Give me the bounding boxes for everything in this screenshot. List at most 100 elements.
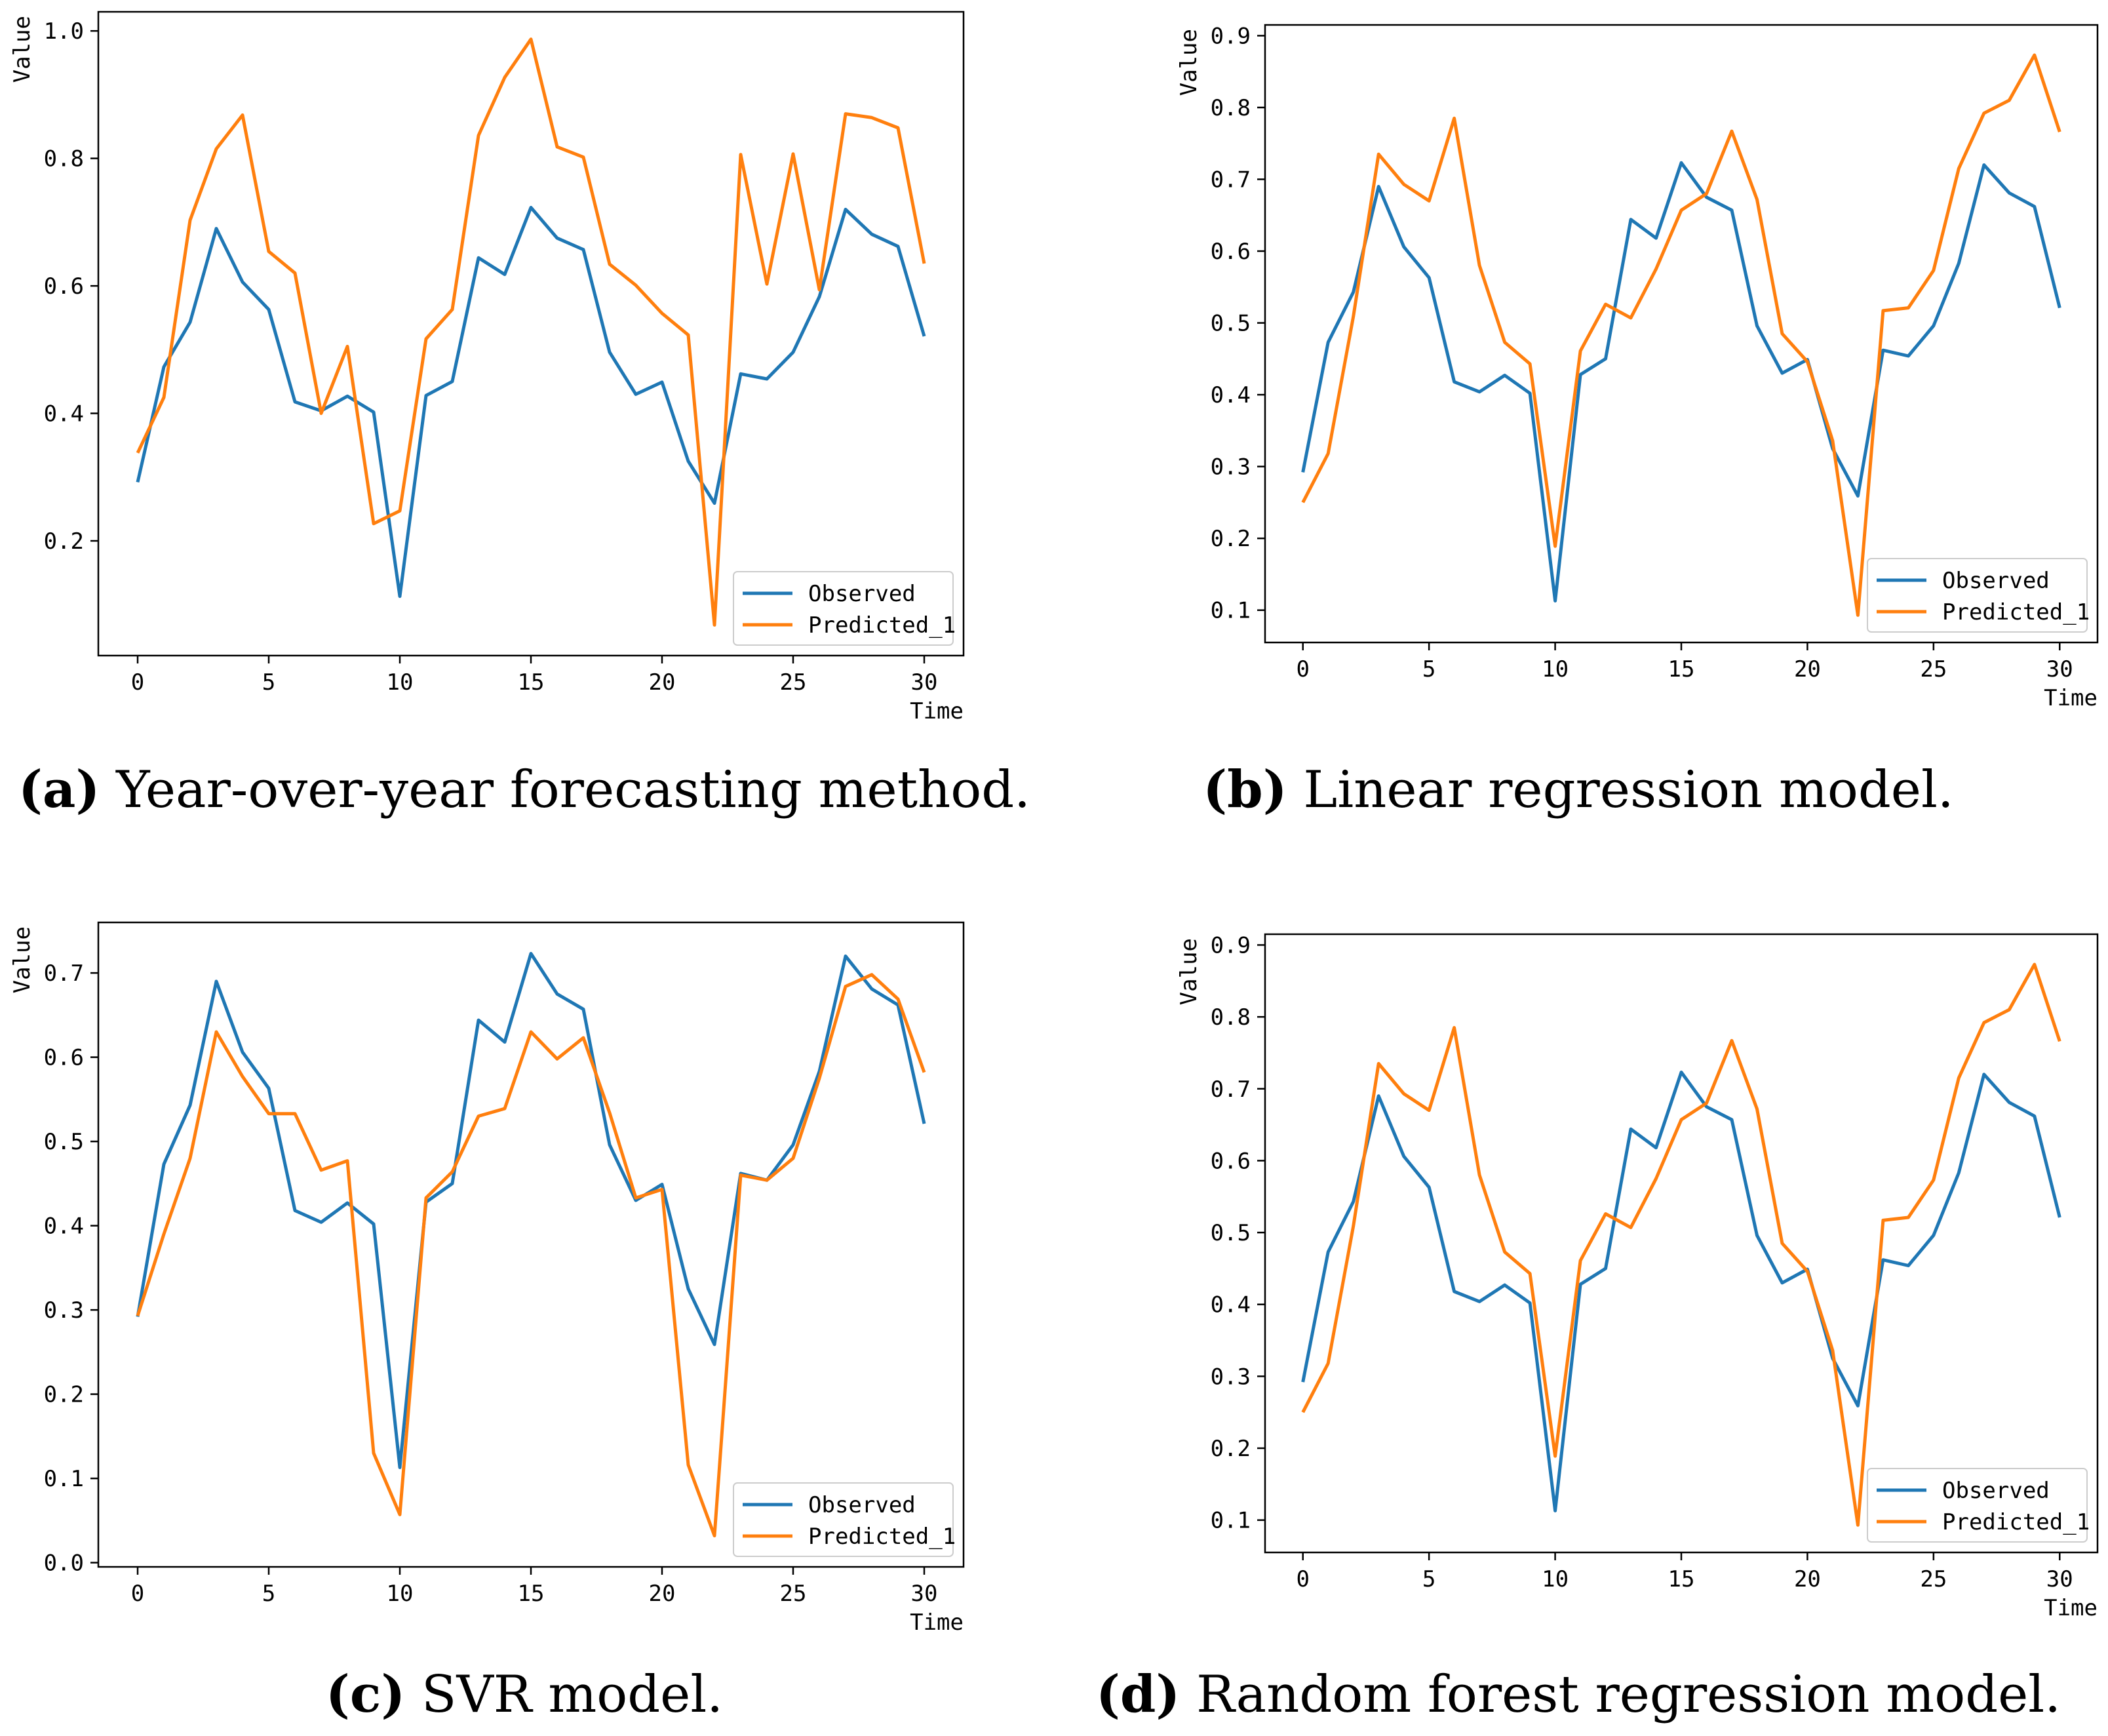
legend-label-c-observed: Observed xyxy=(808,1492,916,1518)
x-tick-label-c-5: 5 xyxy=(262,1581,275,1607)
legend-label-a-predicted-1: Predicted_1 xyxy=(808,612,956,639)
series-line-b-predicted-1 xyxy=(1301,53,2061,617)
y-tick-label-a-2: 0.6 xyxy=(44,273,84,300)
x-tick-label-a-5: 5 xyxy=(262,669,275,696)
caption-d-text: Random forest regression model. xyxy=(1180,1665,2061,1724)
caption-a-text: Year-over-year forecasting method. xyxy=(100,760,1030,819)
y-tick-label-d-0: 0.1 xyxy=(1211,1508,1251,1534)
x-tick-label-d-30: 30 xyxy=(2046,1566,2073,1592)
axes-frame-c xyxy=(97,921,965,1568)
legend-box-a xyxy=(733,571,954,646)
x-tick-label-b-10: 10 xyxy=(1542,656,1569,682)
x-tick-label-b-0: 0 xyxy=(1296,656,1309,682)
legend-label-a-observed: Observed xyxy=(808,581,916,607)
caption-d-label: (d) xyxy=(1095,1665,1181,1724)
x-tick-label-a-10: 10 xyxy=(387,669,414,696)
y-tick-label-c-4: 0.4 xyxy=(44,1213,84,1240)
y-tick-label-b-5: 0.6 xyxy=(1211,239,1251,265)
y-tick-label-b-4: 0.5 xyxy=(1211,311,1251,337)
x-tick-label-b-25: 25 xyxy=(1920,656,1947,682)
x-axis-label-a: Time xyxy=(910,698,964,724)
series-line-d-predicted-1 xyxy=(1301,962,2061,1527)
y-tick-label-c-2: 0.2 xyxy=(44,1382,84,1408)
x-tick-label-c-0: 0 xyxy=(131,1581,144,1607)
y-tick-label-c-1: 0.1 xyxy=(44,1466,84,1492)
y-axis-label-d: Value xyxy=(1176,938,1202,1005)
series-line-c-predicted-1 xyxy=(136,973,926,1537)
caption-d: (d) Random forest regression model. xyxy=(1049,1659,2108,1731)
plot-area-b xyxy=(1301,53,2061,617)
legend-c: Observed Predicted_1 xyxy=(733,1482,956,1557)
x-axis-label-c: Time xyxy=(910,1609,964,1636)
y-tick-label-c-3: 0.3 xyxy=(44,1297,84,1324)
caption-b-label: (b) xyxy=(1203,760,1287,819)
y-axis-label-c: Value xyxy=(9,926,35,993)
x-tick-label-a-25: 25 xyxy=(780,669,807,696)
x-tick-label-c-30: 30 xyxy=(911,1581,938,1607)
x-tick-label-d-5: 5 xyxy=(1422,1566,1435,1592)
x-tick-label-a-20: 20 xyxy=(649,669,676,696)
y-tick-label-b-2: 0.3 xyxy=(1211,454,1251,481)
x-tick-label-b-5: 5 xyxy=(1422,656,1435,682)
x-tick-label-b-30: 30 xyxy=(2046,656,2073,682)
y-axis-label-b: Value xyxy=(1176,29,1202,96)
axes-frame-d xyxy=(1264,933,2099,1554)
x-tick-label-a-30: 30 xyxy=(911,669,938,696)
y-tick-label-d-8: 0.9 xyxy=(1211,932,1251,958)
legend-label-c-predicted-1: Predicted_1 xyxy=(808,1524,956,1550)
legend-box-b xyxy=(1867,558,2088,633)
x-tick-label-d-10: 10 xyxy=(1542,1566,1569,1592)
series-line-b-observed xyxy=(1301,161,2061,602)
caption-c: (c) SVR model. xyxy=(0,1659,1049,1731)
series-line-a-observed xyxy=(136,206,926,599)
axes-frame-a xyxy=(97,10,965,657)
plot-area-a xyxy=(136,37,926,627)
y-tick-label-b-3: 0.4 xyxy=(1211,382,1251,408)
y-tick-label-a-4: 1.0 xyxy=(44,18,84,45)
plot-area-c xyxy=(136,952,926,1537)
y-tick-label-b-1: 0.2 xyxy=(1211,526,1251,552)
legend-a: Observed Predicted_1 xyxy=(733,571,956,646)
series-line-a-predicted-1 xyxy=(136,37,926,627)
y-tick-label-d-5: 0.6 xyxy=(1211,1148,1251,1174)
x-tick-label-c-10: 10 xyxy=(387,1581,414,1607)
legend-box-d xyxy=(1867,1468,2088,1543)
y-tick-label-a-0: 0.2 xyxy=(44,528,84,555)
chart-b: 0 5 10 15 20 25 30 0.1 0.2 0.3 0.4 0.5 0.6 0.7 0.8 0.9 T… xyxy=(1176,23,2099,711)
caption-a-label: (a) xyxy=(18,760,100,819)
x-tick-label-d-25: 25 xyxy=(1920,1566,1947,1592)
caption-a: (a) Year-over-year forecasting method. xyxy=(0,754,1049,826)
y-tick-label-d-4: 0.5 xyxy=(1211,1220,1251,1246)
y-tick-label-b-0: 0.1 xyxy=(1211,598,1251,624)
x-tick-label-a-0: 0 xyxy=(131,669,144,696)
legend-label-b-predicted-1: Predicted_1 xyxy=(1942,599,2090,625)
y-tick-label-a-1: 0.4 xyxy=(44,401,84,427)
y-tick-label-b-7: 0.8 xyxy=(1211,95,1251,121)
legend-d: Observed Predicted_1 xyxy=(1867,1468,2090,1543)
y-tick-label-b-8: 0.9 xyxy=(1211,23,1251,49)
caption-c-label: (c) xyxy=(325,1665,406,1724)
x-tick-label-d-20: 20 xyxy=(1794,1566,1821,1592)
legend-label-d-predicted-1: Predicted_1 xyxy=(1942,1509,2090,1535)
plot-area-d xyxy=(1301,962,2061,1527)
x-tick-label-c-25: 25 xyxy=(780,1581,807,1607)
y-tick-label-c-5: 0.5 xyxy=(44,1129,84,1155)
caption-c-text: SVR model. xyxy=(405,1665,724,1724)
y-tick-label-c-6: 0.6 xyxy=(44,1045,84,1071)
caption-b: (b) Linear regression model. xyxy=(1049,754,2108,826)
y-tick-label-b-6: 0.7 xyxy=(1211,167,1251,193)
x-tick-label-c-20: 20 xyxy=(649,1581,676,1607)
chart-a: 0 5 10 15 20 25 30 0.2 0.4 0.6 0.8 1.0 Time Value Obse… xyxy=(9,10,965,724)
y-tick-label-d-1: 0.2 xyxy=(1211,1436,1251,1462)
series-line-d-observed xyxy=(1301,1071,2061,1512)
x-tick-label-b-15: 15 xyxy=(1668,656,1695,682)
x-tick-label-d-0: 0 xyxy=(1296,1566,1309,1592)
legend-box-c xyxy=(733,1482,954,1557)
y-tick-label-d-7: 0.8 xyxy=(1211,1004,1251,1031)
legend-label-d-observed: Observed xyxy=(1942,1478,2050,1504)
x-tick-label-c-15: 15 xyxy=(518,1581,545,1607)
x-axis-label-b: Time xyxy=(2044,685,2098,711)
x-tick-label-b-20: 20 xyxy=(1794,656,1821,682)
y-tick-label-c-0: 0.0 xyxy=(44,1550,84,1577)
